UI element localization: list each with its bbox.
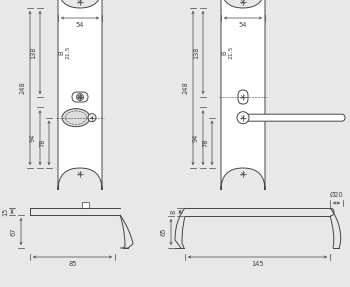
Bar [82, 202, 89, 208]
FancyBboxPatch shape [72, 92, 88, 102]
Text: 138: 138 [30, 46, 36, 59]
FancyBboxPatch shape [238, 90, 248, 104]
Ellipse shape [62, 109, 90, 127]
Text: Ø20: Ø20 [330, 192, 343, 198]
Text: 248: 248 [20, 82, 26, 94]
Circle shape [237, 112, 249, 124]
Circle shape [77, 94, 84, 100]
Text: 21.5: 21.5 [229, 46, 233, 59]
FancyBboxPatch shape [243, 114, 345, 121]
Text: 94: 94 [30, 133, 36, 142]
FancyBboxPatch shape [58, 0, 102, 190]
Circle shape [88, 114, 96, 122]
Text: 8: 8 [170, 210, 176, 214]
Text: 78: 78 [39, 139, 45, 147]
FancyBboxPatch shape [221, 0, 265, 190]
Text: 85: 85 [68, 261, 77, 267]
Text: 54: 54 [239, 22, 247, 28]
Circle shape [78, 95, 82, 99]
Ellipse shape [65, 111, 86, 125]
Text: 54: 54 [76, 22, 84, 28]
Text: B: B [221, 50, 227, 55]
Text: 15: 15 [2, 207, 8, 216]
Text: 67: 67 [11, 227, 17, 236]
Text: B: B [58, 50, 64, 55]
Text: 78: 78 [202, 139, 208, 147]
Text: 248: 248 [183, 82, 189, 94]
Text: 138: 138 [193, 46, 199, 59]
Text: 21.5: 21.5 [65, 46, 70, 59]
Text: 65: 65 [161, 228, 167, 236]
Text: 94: 94 [193, 133, 199, 142]
Text: 145: 145 [251, 261, 264, 267]
